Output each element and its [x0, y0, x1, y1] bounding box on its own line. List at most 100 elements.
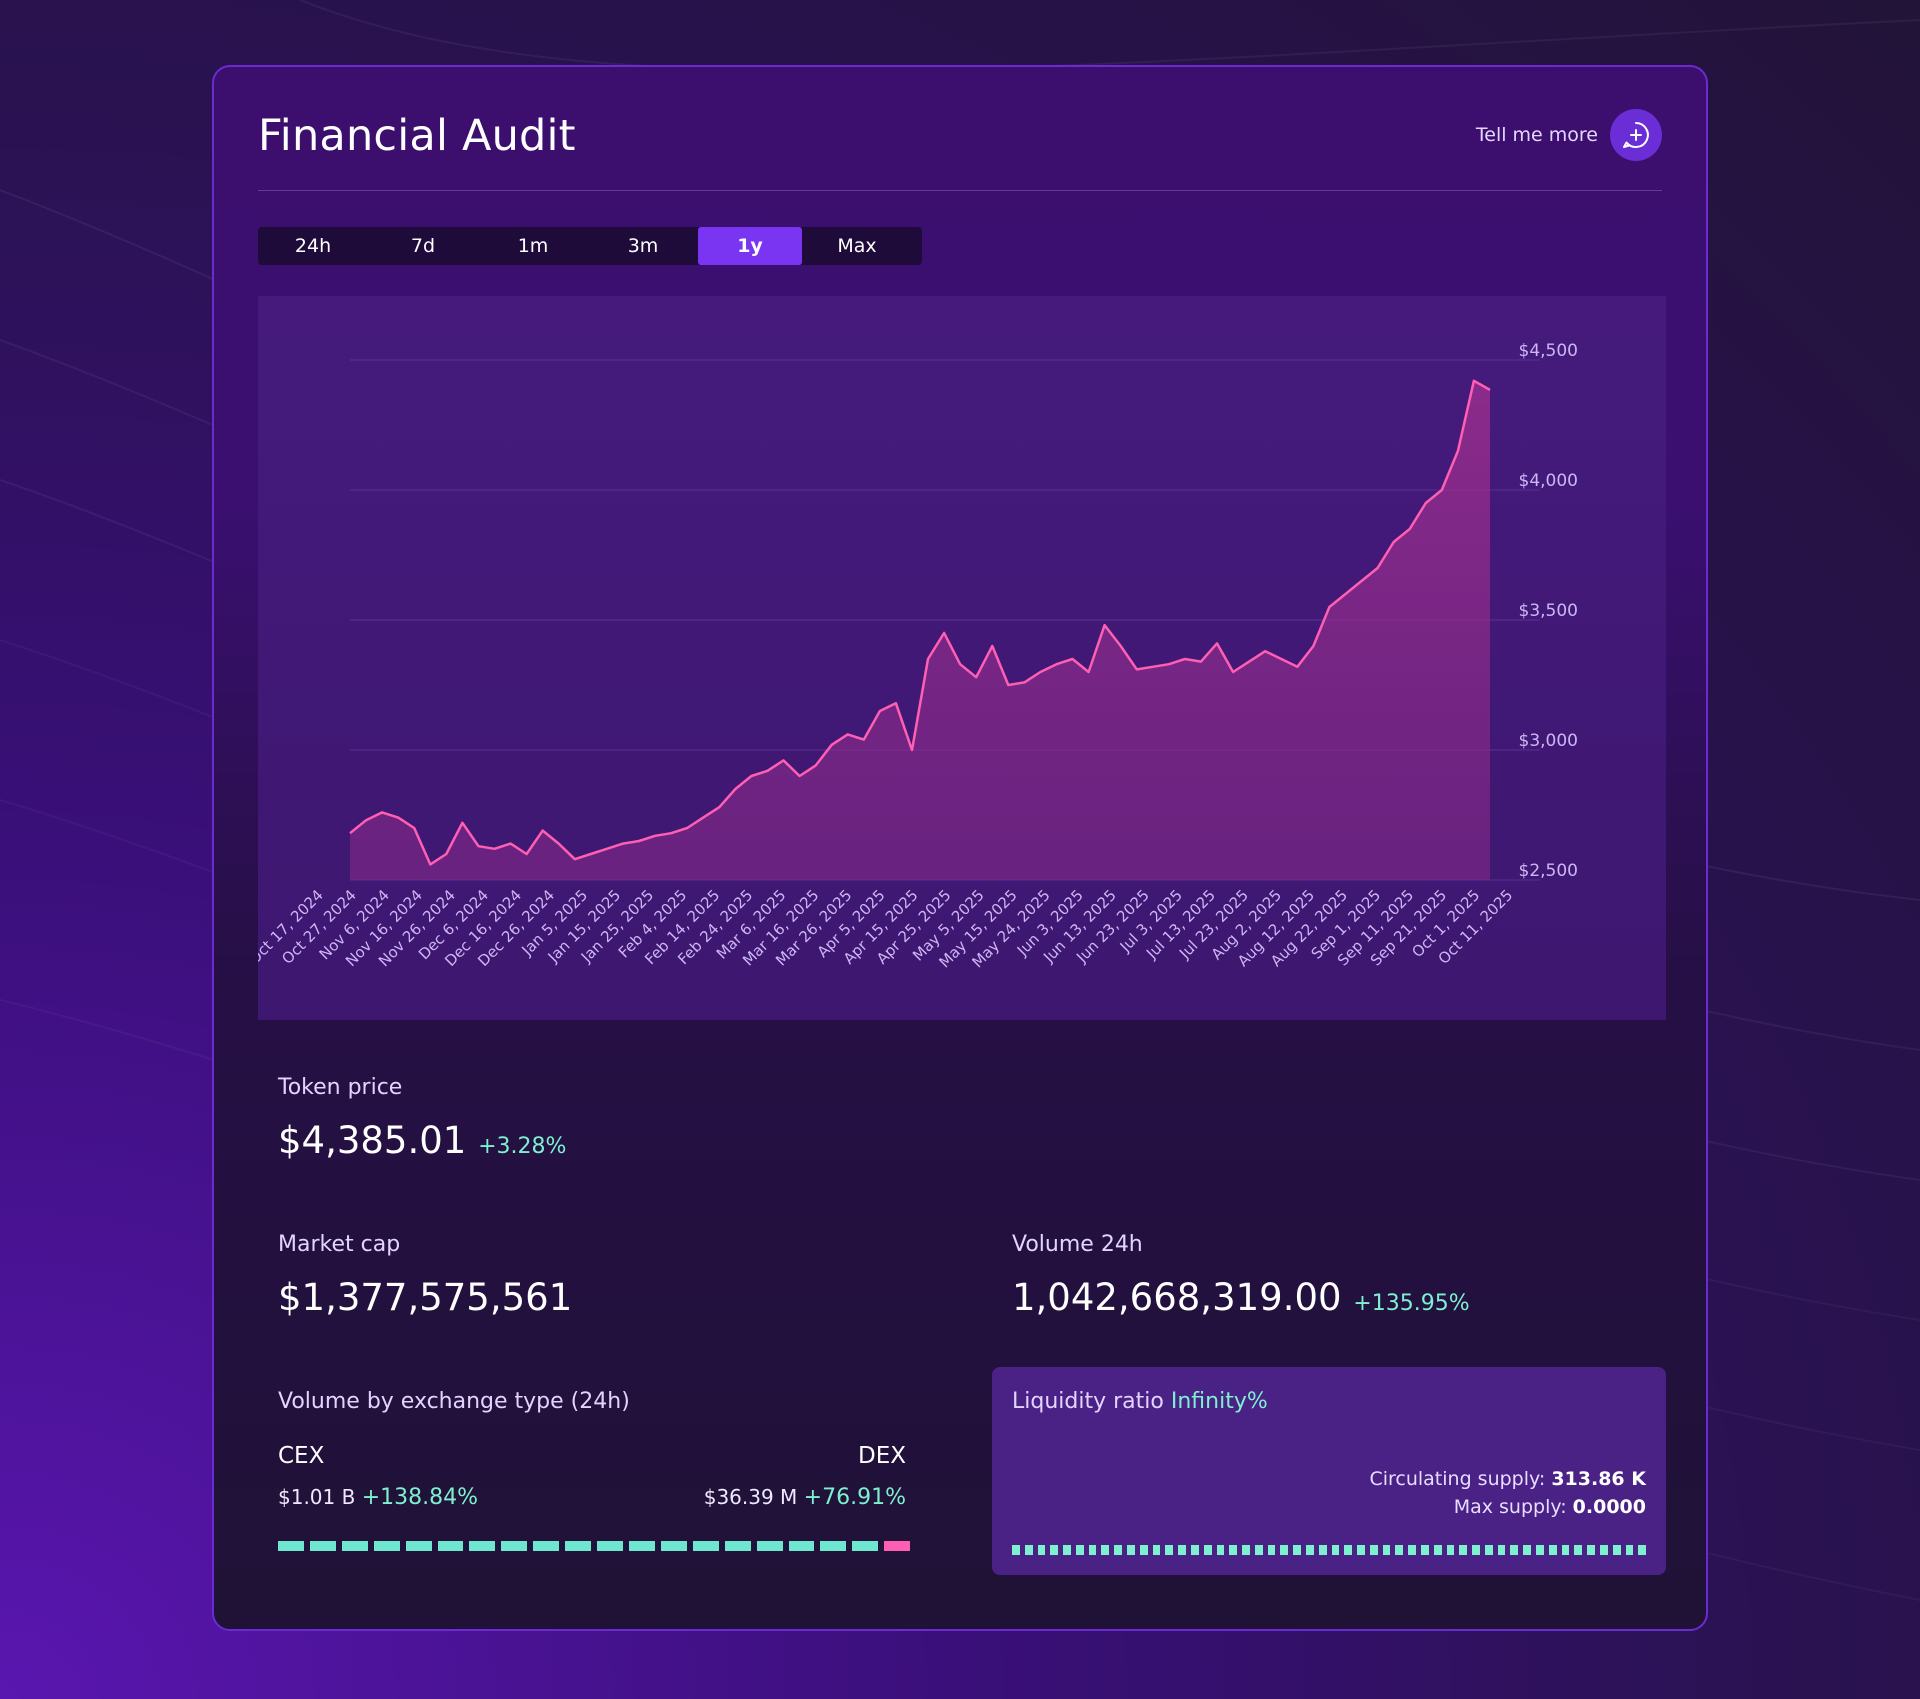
y-tick-label: $3,500: [1519, 601, 1578, 621]
volume-value: 1,042,668,319.00: [1012, 1276, 1342, 1319]
liquidity-segment: [1242, 1545, 1250, 1555]
liquidity-segment: [1612, 1545, 1621, 1555]
y-tick-label: $2,500: [1519, 861, 1578, 881]
cex-share-segment: [405, 1541, 432, 1551]
liquidity-panel: Liquidity ratio Infinity% Circulating su…: [992, 1367, 1666, 1575]
liquidity-label: Liquidity ratio: [1012, 1389, 1164, 1414]
liquidity-segment: [1421, 1545, 1429, 1555]
liquidity-segment: [1548, 1545, 1557, 1555]
cex-share-segment: [660, 1541, 687, 1551]
liquidity-segment: [1510, 1545, 1519, 1555]
cex-share-segment: [597, 1541, 623, 1551]
tab-max[interactable]: Max: [837, 235, 877, 257]
liquidity-segment: [1561, 1545, 1570, 1555]
tab-1m[interactable]: 1m: [517, 235, 549, 257]
tell-me-more-label: Tell me more: [1475, 124, 1598, 146]
cex-share-segment: [788, 1541, 815, 1551]
dex-label: DEX: [858, 1443, 906, 1469]
liquidity-segment: [1139, 1545, 1148, 1555]
token-price-row: $4,385.01 +3.28%: [278, 1119, 566, 1162]
header-divider: [258, 190, 1662, 191]
cex-share-segment: [469, 1541, 496, 1551]
cex-share-segment: [309, 1541, 336, 1551]
liquidity-segment: [1216, 1545, 1225, 1555]
tab-24h[interactable]: 24h: [294, 235, 332, 257]
liquidity-segment: [1395, 1545, 1404, 1555]
tab-3m[interactable]: 3m: [627, 235, 659, 257]
price-line: [349, 379, 1491, 866]
liquidity-segment: [1293, 1545, 1301, 1555]
price-area: [350, 380, 1490, 880]
liquidity-segment: [1357, 1545, 1365, 1555]
cex-share-segment: [501, 1541, 528, 1551]
liquidity-value: Infinity%: [1170, 1389, 1268, 1414]
tab-1y[interactable]: 1y: [698, 227, 802, 265]
cex-change: +138.84%: [361, 1485, 479, 1510]
cex-share-segment: [628, 1541, 655, 1551]
token-price-value: $4,385.01: [278, 1119, 467, 1162]
token-price-label: Token price: [278, 1075, 403, 1100]
liquidity-segment: [1190, 1545, 1199, 1555]
liquidity-segment: [1382, 1545, 1391, 1555]
chat-plus-icon[interactable]: [1610, 109, 1662, 161]
exchange-share-bar: [278, 1541, 911, 1551]
liquidity-segment: [1625, 1545, 1634, 1555]
liquidity-segment: [1446, 1545, 1455, 1555]
liquidity-segment: [1101, 1545, 1110, 1555]
exchange-type-title: Volume by exchange type (24h): [278, 1389, 630, 1414]
max-supply-label: Max supply:: [1453, 1496, 1567, 1518]
cex-share-segment: [820, 1541, 847, 1551]
liquidity-segment: [1088, 1545, 1097, 1555]
financial-audit-card: Financial Audit Tell me more 24h 7d 1m 3…: [212, 65, 1708, 1631]
liquidity-segment: [1318, 1545, 1327, 1555]
cex-share-segment: [533, 1541, 560, 1551]
volume-label: Volume 24h: [1012, 1232, 1143, 1257]
cex-share-segment: [341, 1541, 368, 1551]
liquidity-segment: [1152, 1545, 1161, 1555]
liquidity-segment: [1254, 1545, 1263, 1555]
liquidity-segment: [1599, 1545, 1608, 1555]
circulating-supply-value: 313.86 K: [1551, 1468, 1646, 1490]
liquidity-segment: [1433, 1545, 1442, 1555]
cex-share-segment: [373, 1541, 400, 1551]
liquidity-segment: [1229, 1545, 1238, 1555]
cex-row: $1.01 B +138.84%: [278, 1485, 478, 1510]
time-range-tabs: 24h 7d 1m 3m 1y Max: [258, 227, 922, 265]
page-title: Financial Audit: [258, 111, 576, 161]
liquidity-segment: [1536, 1545, 1544, 1555]
liquidity-segment: [1344, 1545, 1353, 1555]
liquidity-segment: [1165, 1545, 1174, 1555]
liquidity-segment: [1408, 1545, 1416, 1555]
liquidity-segment: [1305, 1545, 1314, 1555]
tab-7d[interactable]: 7d: [410, 235, 436, 257]
liquidity-segment: [1369, 1545, 1378, 1555]
liquidity-segment: [1037, 1545, 1046, 1555]
cex-share-segment: [724, 1541, 751, 1551]
market-cap-label: Market cap: [278, 1232, 401, 1257]
tell-me-more[interactable]: Tell me more: [1476, 109, 1662, 161]
liquidity-segment: [1178, 1545, 1186, 1555]
liquidity-segment: [1280, 1545, 1289, 1555]
cex-share-segment: [852, 1541, 879, 1551]
liquidity-segment: [1050, 1545, 1059, 1555]
dex-change: +76.91%: [803, 1485, 906, 1510]
liquidity-segment: [1024, 1545, 1033, 1555]
liquidity-segment: [1638, 1545, 1647, 1555]
liquidity-segment: [1331, 1545, 1340, 1555]
liquidity-title: Liquidity ratio Infinity%: [1012, 1389, 1268, 1414]
dex-row: $36.39 M +76.91%: [704, 1485, 906, 1510]
liquidity-bar: [1012, 1545, 1647, 1555]
max-supply-value: 0.0000: [1572, 1496, 1646, 1518]
liquidity-segment: [1497, 1545, 1506, 1555]
token-price-change: +3.28%: [478, 1134, 567, 1159]
market-cap-value: $1,377,575,561: [278, 1276, 573, 1319]
cex-share-segment: [692, 1541, 719, 1551]
liquidity-segment: [1587, 1545, 1595, 1555]
max-supply-row: Max supply: 0.0000: [1369, 1493, 1646, 1521]
liquidity-segment: [1114, 1545, 1123, 1555]
liquidity-segment: [1459, 1545, 1468, 1555]
liquidity-segment: [1127, 1545, 1135, 1555]
price-chart-panel: $4,500 $4,000 $3,500 $3,000 $2,500 Oct 17, 20…: [258, 296, 1666, 1020]
circulating-supply-label: Circulating supply:: [1369, 1468, 1546, 1490]
